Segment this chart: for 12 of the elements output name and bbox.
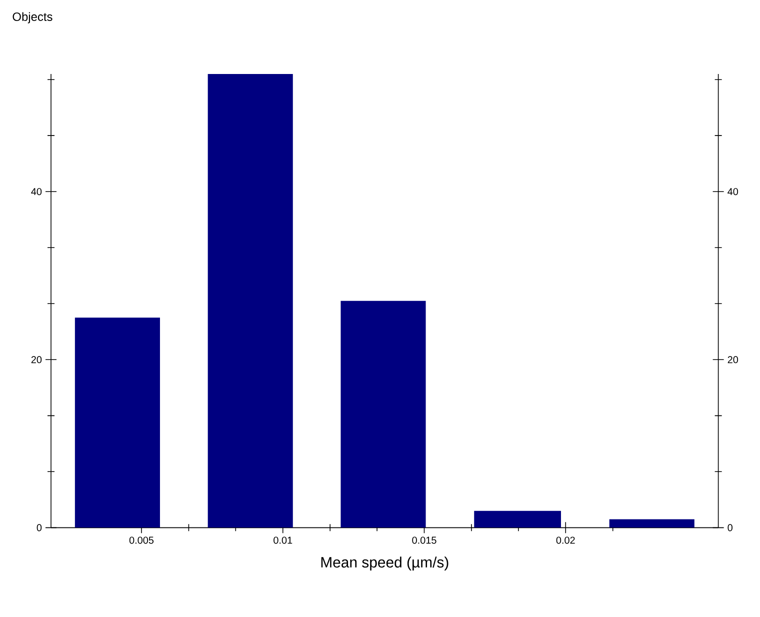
y-tick-label: 20 <box>31 356 42 364</box>
x-tick-label: 0.005 <box>129 536 154 544</box>
y-tick-label: 40 <box>31 188 42 196</box>
x-tick-label: 0.01 <box>274 536 292 544</box>
y-tick-label: 0 <box>36 524 42 532</box>
y2-tick-label: 40 <box>728 188 738 196</box>
x-tick-label: 0.02 <box>556 536 575 544</box>
x-tick-label: 0.015 <box>412 536 436 544</box>
y2-tick-label: 20 <box>728 356 738 364</box>
x-axis-title: Mean speed (µm/s) <box>321 556 448 571</box>
y2-tick-label: 0 <box>728 524 732 532</box>
y-axis-title: Objects <box>12 12 52 24</box>
